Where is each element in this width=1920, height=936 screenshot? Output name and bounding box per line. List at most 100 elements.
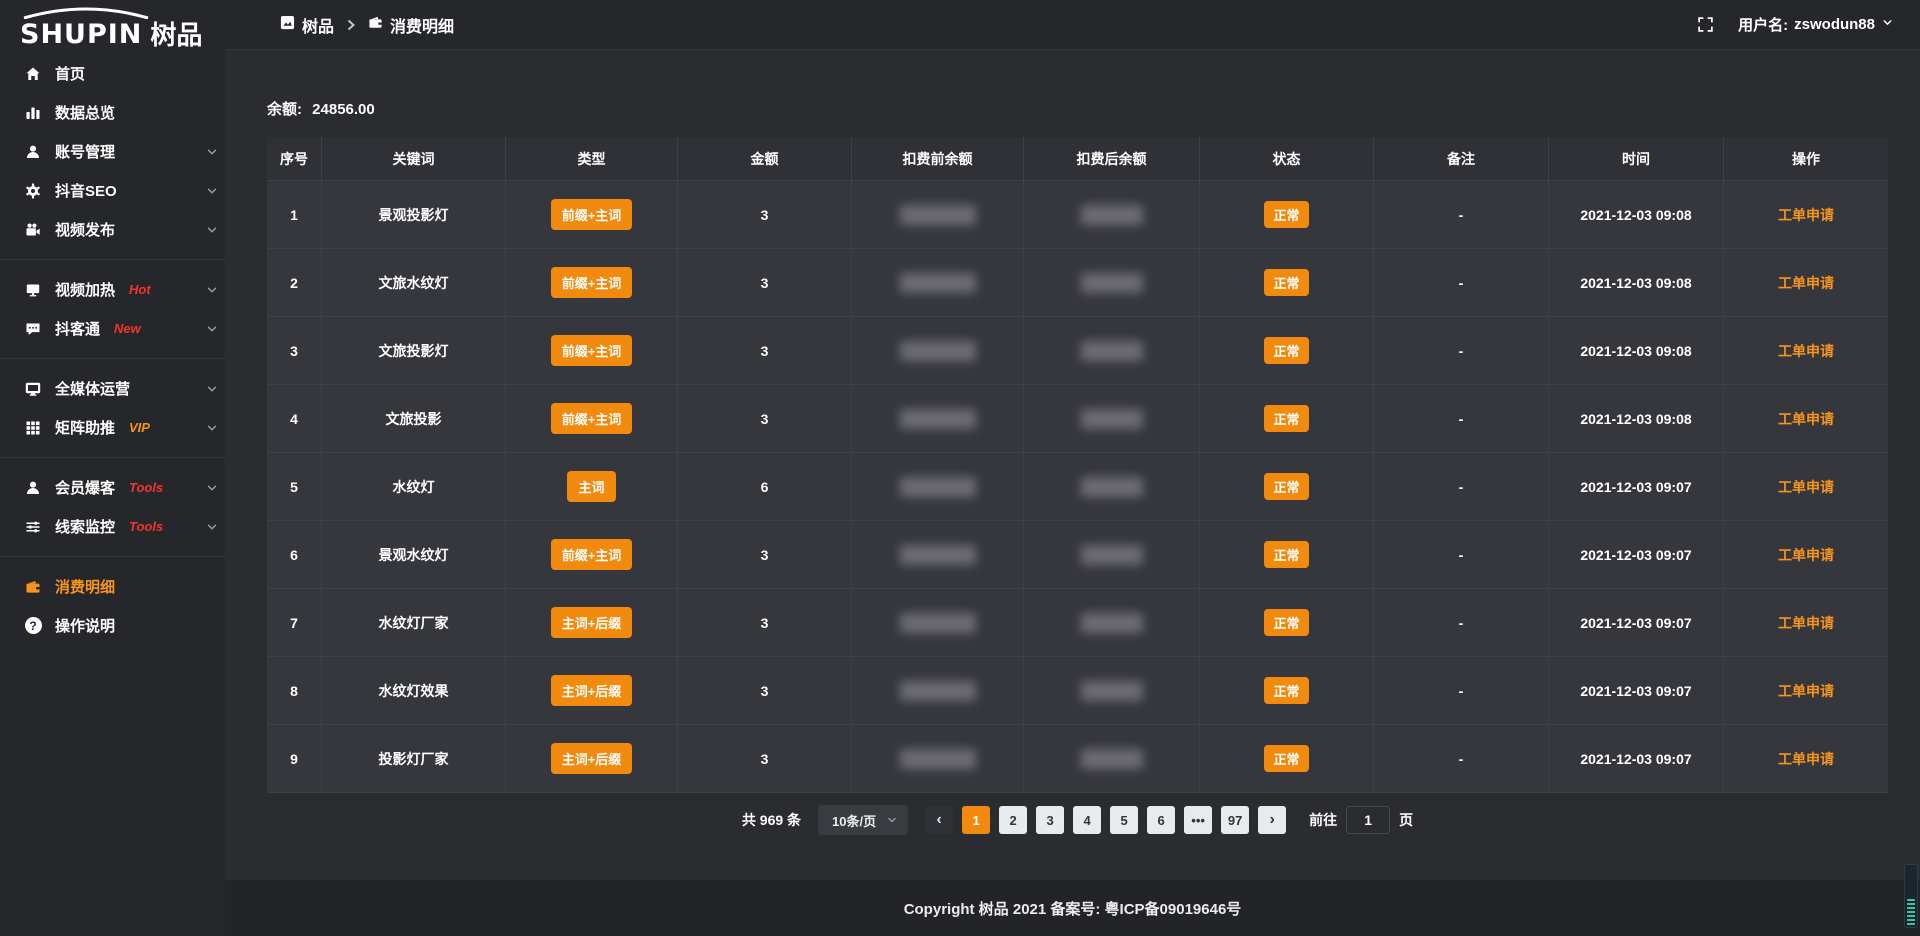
redacted-balance-before xyxy=(899,340,976,361)
sidebar-item-douyin-seo[interactable]: 抖音SEO xyxy=(0,171,225,210)
chevron-down-icon xyxy=(205,145,219,159)
cell-time: 2021-12-03 09:08 xyxy=(1549,181,1724,249)
chat-icon xyxy=(24,320,42,338)
sidebar-item-video-publish[interactable]: 视频发布 xyxy=(0,210,225,249)
user-dropdown[interactable]: 用户名: zswodun88 xyxy=(1738,14,1894,35)
redacted-balance-before xyxy=(899,612,976,633)
cell-type: 前缀+主词 xyxy=(506,385,678,453)
sidebar-item-label: 会员爆客 xyxy=(55,480,116,497)
sidebar-item-omni-media[interactable]: 全媒体运营 xyxy=(0,369,225,408)
redacted-balance-after xyxy=(1080,204,1143,225)
cell-balance-before xyxy=(852,725,1024,793)
sidebar-item-label: 视频发布 xyxy=(55,222,116,239)
column-header: 时间 xyxy=(1549,137,1724,181)
redacted-balance-after xyxy=(1080,476,1143,497)
goto-label: 前往 xyxy=(1309,812,1338,828)
ticket-apply-link[interactable]: 工单申请 xyxy=(1778,274,1834,291)
sidebar-item-label: 矩阵助推 xyxy=(55,420,116,437)
brand-logo: SHUPIN 树品 xyxy=(0,0,225,52)
redacted-balance-before xyxy=(899,408,976,429)
page-button-97[interactable]: 97 xyxy=(1221,806,1250,834)
page-button-3[interactable]: 3 xyxy=(1036,806,1065,834)
cell-balance-before xyxy=(852,521,1024,589)
ticket-apply-link[interactable]: 工单申请 xyxy=(1778,478,1834,495)
table-row: 7 水纹灯厂家 主词+后缀 3 正常 - 2021-12-03 09:07 工单… xyxy=(267,589,1888,657)
content: 余额: 24856.00 序号 关键词 类型 金额 扣费前余额 扣费后余额 状态 备注 时间 操作… xyxy=(225,50,1920,880)
cell-status: 正常 xyxy=(1200,317,1374,385)
sidebar-item-video-heating[interactable]: 视频加热 Hot xyxy=(0,270,225,309)
type-badge: 前缀+主词 xyxy=(550,335,633,366)
page-button-4[interactable]: 4 xyxy=(1073,806,1102,834)
table-row: 6 景观水纹灯 前缀+主词 3 正常 - 2021-12-03 09:07 工单… xyxy=(267,521,1888,589)
question-icon: ? xyxy=(24,617,42,635)
sidebar-item-label: 首页 xyxy=(55,66,86,83)
page-size-select[interactable]: 10条/页 xyxy=(818,805,909,835)
table-body: 1 景观投影灯 前缀+主词 3 正常 - 2021-12-03 09:08 工单… xyxy=(267,181,1888,793)
sidebar-item-lead-monitoring[interactable]: 线索监控 Tools xyxy=(0,507,225,546)
status-badge: 正常 xyxy=(1264,269,1309,296)
cell-type: 前缀+主词 xyxy=(506,181,678,249)
cell-note: - xyxy=(1374,657,1549,725)
cell-amount: 3 xyxy=(678,249,852,317)
sidebar-item-douketong[interactable]: 抖客通 New xyxy=(0,309,225,348)
column-header: 金额 xyxy=(678,137,852,181)
sidebar-item-instructions[interactable]: ? 操作说明 xyxy=(0,606,225,645)
sidebar-item-consumption-details[interactable]: 消费明细 xyxy=(0,567,225,606)
fullscreen-icon[interactable] xyxy=(1697,16,1714,33)
ticket-apply-link[interactable]: 工单申请 xyxy=(1778,614,1834,631)
topbar-right: 用户名: zswodun88 xyxy=(1697,14,1894,35)
app-icon xyxy=(280,15,295,35)
sidebar-menu: 首页 数据总览 账号管理 抖音SEO 视频发布 xyxy=(0,52,225,936)
ticket-apply-link[interactable]: 工单申请 xyxy=(1778,410,1834,427)
sidebar-item-member-leads[interactable]: 会员爆客 Tools xyxy=(0,468,225,507)
table-row: 5 水纹灯 主词 6 正常 - 2021-12-03 09:07 工单申请 xyxy=(267,453,1888,521)
cell-time: 2021-12-03 09:08 xyxy=(1549,317,1724,385)
redacted-balance-before xyxy=(899,680,976,701)
ticket-apply-link[interactable]: 工单申请 xyxy=(1778,342,1834,359)
page-button-1[interactable]: 1 xyxy=(962,806,991,834)
page-button-5[interactable]: 5 xyxy=(1110,806,1139,834)
ticket-apply-link[interactable]: 工单申请 xyxy=(1778,546,1834,563)
breadcrumb-item-home[interactable]: 树品 xyxy=(280,13,334,37)
prev-page-button[interactable]: ‹ xyxy=(925,806,954,834)
ticket-apply-link[interactable]: 工单申请 xyxy=(1778,750,1834,767)
browser-overlay-widget xyxy=(1904,864,1918,928)
cell-amount: 3 xyxy=(678,521,852,589)
sidebar-item-label: 全媒体运营 xyxy=(55,381,131,398)
wallet-icon xyxy=(24,578,42,596)
status-badge: 正常 xyxy=(1264,405,1309,432)
logo-text: SHUPIN xyxy=(20,19,143,50)
cell-keyword: 水纹灯 xyxy=(322,453,506,521)
sidebar-item-data-overview[interactable]: 数据总览 xyxy=(0,93,225,132)
ticket-apply-link[interactable]: 工单申请 xyxy=(1778,206,1834,223)
sidebar-item-matrix-boost[interactable]: 矩阵助推 VIP xyxy=(0,408,225,447)
sidebar-item-account-management[interactable]: 账号管理 xyxy=(0,132,225,171)
status-badge: 正常 xyxy=(1264,337,1309,364)
page-button-2[interactable]: 2 xyxy=(999,806,1028,834)
cell-balance-after xyxy=(1024,181,1200,249)
breadcrumb-label: 消费明细 xyxy=(390,18,455,36)
cell-time: 2021-12-03 09:07 xyxy=(1549,657,1724,725)
cell-keyword: 文旅投影灯 xyxy=(322,317,506,385)
cell-balance-after xyxy=(1024,725,1200,793)
cell-type: 前缀+主词 xyxy=(506,249,678,317)
redacted-balance-after xyxy=(1080,544,1143,565)
cell-type: 前缀+主词 xyxy=(506,521,678,589)
page-button-6[interactable]: 6 xyxy=(1147,806,1176,834)
next-page-button[interactable]: › xyxy=(1258,806,1287,834)
cell-note: - xyxy=(1374,317,1549,385)
page-ellipsis-button[interactable]: ••• xyxy=(1184,806,1213,834)
cell-note: - xyxy=(1374,181,1549,249)
status-badge: 正常 xyxy=(1264,473,1309,500)
cell-status: 正常 xyxy=(1200,453,1374,521)
breadcrumb-item-current[interactable]: 消费明细 xyxy=(368,13,454,37)
redacted-balance-after xyxy=(1080,272,1143,293)
ticket-apply-link[interactable]: 工单申请 xyxy=(1778,682,1834,699)
new-badge: New xyxy=(114,321,141,336)
cell-amount: 3 xyxy=(678,181,852,249)
type-badge: 主词+后缀 xyxy=(550,607,633,638)
sidebar-item-home[interactable]: 首页 xyxy=(0,54,225,93)
goto-page-input[interactable] xyxy=(1346,806,1391,834)
cell-status: 正常 xyxy=(1200,657,1374,725)
